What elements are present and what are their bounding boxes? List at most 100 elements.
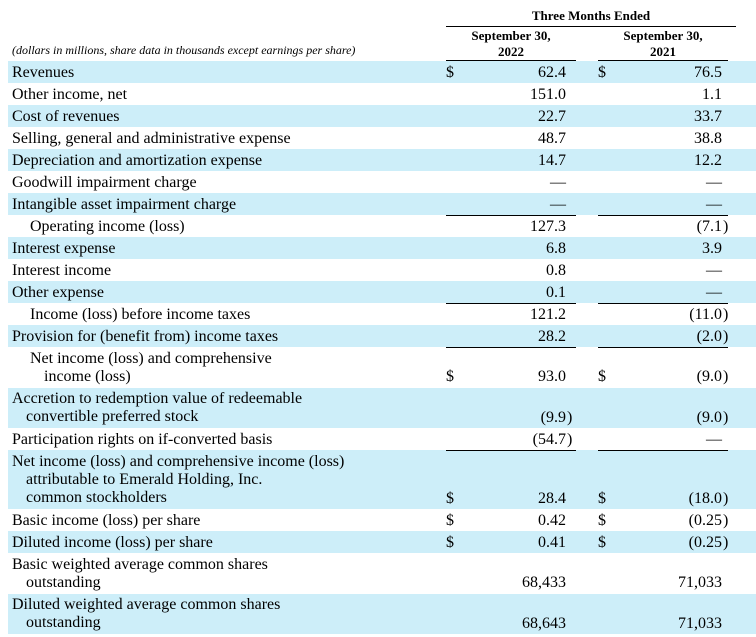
subtotal-rule	[446, 303, 576, 304]
table-row: Diluted income (loss) per share 0.41 (0.25…	[8, 531, 756, 553]
table-row: Diluted weighted average common shares ou…	[8, 593, 756, 634]
row-label-line: Selling, general and administrative expe…	[12, 129, 291, 147]
value-2021: —	[706, 173, 722, 191]
value-2021-paren: )	[723, 511, 729, 529]
value-2021-paren: )	[723, 533, 729, 551]
table-row: Cost of revenues 22.7 33.7	[8, 105, 756, 127]
table-row: Net income (loss) and comprehensive incom…	[8, 347, 756, 388]
row-label: Other expense	[12, 284, 104, 302]
subtotal-rule	[446, 347, 576, 348]
value-2021: 12.2	[694, 151, 722, 169]
row-label: Interest income	[12, 262, 111, 280]
value-2022: 68,643	[522, 614, 566, 632]
row-label-line: Basic income (loss) per share	[12, 511, 201, 529]
row-label-line: Income (loss) before income taxes	[30, 305, 251, 323]
row-label-line: attributable to Emerald Holding, Inc.	[26, 470, 263, 488]
currency-sign-2022: $	[446, 368, 454, 385]
value-2022: 48.7	[538, 129, 566, 147]
value-2021: 3.9	[702, 239, 722, 257]
currency-sign-2021: $	[598, 533, 606, 551]
row-label-line: Goodwill impairment charge	[12, 173, 197, 191]
row-label-line: Intangible asset impairment charge	[12, 195, 237, 213]
currency-sign-2021: $	[598, 368, 606, 385]
row-label: Depreciation and amortization expense	[12, 152, 262, 170]
column-header-2022-rule	[446, 60, 576, 61]
row-label: Participation rights on if-converted bas…	[12, 431, 272, 449]
currency-sign-2022: $	[446, 533, 454, 551]
row-label-line: Diluted weighted average common shares	[12, 596, 281, 613]
table-row: Goodwill impairment charge — —	[8, 171, 756, 193]
table-row: Other income, net 151.0 1.1	[8, 83, 756, 105]
value-2022: 14.7	[538, 151, 566, 169]
value-2021: —	[706, 430, 722, 448]
table-row: Depreciation and amortization expense 14.…	[8, 149, 756, 171]
value-2021-paren: )	[723, 217, 729, 235]
row-label: Interest expense	[12, 240, 116, 258]
subtotal-rule	[598, 303, 728, 304]
value-2022-paren: )	[567, 408, 573, 426]
row-label-line: Accretion to redemption value of redeema…	[12, 390, 303, 407]
table-row: Revenues 62.4 76.5 $ $	[8, 61, 756, 83]
table-row: Provision for (benefit from) income taxe…	[8, 325, 756, 347]
value-2021: 71,033	[678, 614, 722, 632]
row-label-line: Depreciation and amortization expense	[12, 151, 263, 169]
value-2021: 33.7	[694, 107, 722, 125]
column-header-2021-rule	[598, 60, 728, 61]
table-row: Interest expense 6.8 3.9	[8, 237, 756, 259]
row-label: Basic income (loss) per share	[12, 512, 200, 530]
value-2022-paren: )	[567, 430, 573, 448]
value-2022: 151.0	[530, 85, 566, 103]
row-label-line: Cost of revenues	[12, 107, 120, 125]
value-2022: —	[550, 195, 566, 213]
value-2021: (2.0	[696, 327, 722, 345]
value-2021: —	[706, 195, 722, 213]
row-label: Provision for (benefit from) income taxe…	[12, 328, 278, 346]
row-label: Diluted income (loss) per share	[12, 534, 213, 552]
value-2021: 38.8	[694, 129, 722, 147]
row-label: Basic weighted average common shares outs…	[12, 556, 268, 592]
subtotal-rule	[446, 450, 576, 451]
row-label-line: outstanding	[26, 614, 101, 631]
table-row: Operating income (loss) 127.3 (7.1)	[8, 215, 756, 237]
currency-sign-2021: $	[598, 63, 606, 81]
row-label: Accretion to redemption value of redeema…	[12, 390, 302, 426]
row-label: Net income (loss) and comprehensive incom…	[30, 350, 272, 386]
value-2021-paren: )	[723, 368, 729, 385]
row-label-line: Interest expense	[12, 239, 116, 257]
row-label-line: Interest income	[12, 261, 112, 279]
value-2022: 127.3	[530, 217, 566, 235]
value-2021: (7.1	[696, 217, 722, 235]
value-2022: (9.9	[540, 408, 566, 426]
column-header-2022-line2: 2022	[498, 44, 524, 59]
row-label: Goodwill impairment charge	[12, 174, 197, 192]
row-label-line: Basic weighted average common shares	[12, 555, 268, 573]
table-row: Participation rights on if-converted bas…	[8, 428, 756, 450]
table-row: Basic income (loss) per share 0.42 (0.25) $…	[8, 509, 756, 531]
row-label-line: common stockholders	[26, 488, 167, 506]
table-row: Interest income 0.8 —	[8, 259, 756, 281]
value-2021: (0.25	[688, 511, 722, 529]
value-2022: 121.2	[530, 305, 566, 323]
currency-sign-2021: $	[598, 489, 606, 507]
subtotal-rule	[598, 450, 728, 451]
value-2021-paren: )	[723, 408, 729, 426]
value-2021-paren: )	[723, 327, 729, 345]
row-label-line: Operating income (loss)	[30, 217, 185, 235]
value-2022: 0.1	[546, 283, 566, 301]
row-label-line: Other expense	[12, 283, 104, 301]
row-label-line: Participation rights on if-converted bas…	[12, 430, 273, 448]
value-2021: 76.5	[694, 63, 722, 81]
value-2021: 71,033	[678, 574, 722, 591]
value-2021: (9.0	[696, 368, 722, 385]
table-row: Accretion to redemption value of redeema…	[8, 387, 756, 428]
value-2022: 28.2	[538, 327, 566, 345]
value-2021: (9.0	[696, 408, 722, 426]
column-header-2021: September 30, 2021	[598, 28, 728, 60]
value-2021: —	[706, 261, 722, 279]
value-2022: 68,433	[522, 574, 566, 591]
column-header-2021-line1: September 30,	[623, 28, 703, 43]
row-label-line: outstanding	[26, 573, 101, 591]
row-label: Other income, net	[12, 86, 127, 104]
column-header-2021-line2: 2021	[650, 44, 676, 59]
row-label-line: Provision for (benefit from) income taxe…	[12, 327, 279, 345]
